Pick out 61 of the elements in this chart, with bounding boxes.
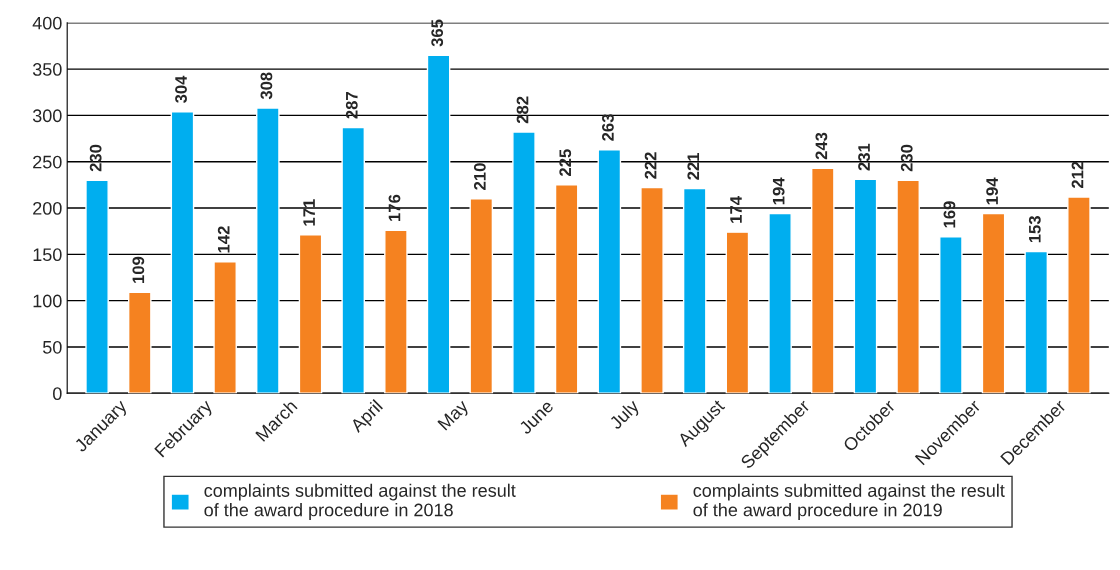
data-label: 194 [772,177,785,205]
data-label: 109 [132,256,145,283]
data-label: 287 [345,92,358,119]
bar [810,167,835,394]
data-label: 221 [687,152,700,180]
y-tick-label: 100 [33,294,62,308]
data-label: 365 [431,19,444,47]
bar [1024,250,1049,394]
bar [127,291,152,394]
bar [1067,196,1091,394]
data-label: 169 [943,201,956,228]
y-tick-label: 0 [53,387,62,401]
legend-label: complaints submitted against the result of the award procedure in 2019 [693,483,1005,520]
y-tick-label: 50 [42,340,62,354]
data-label: 176 [388,194,401,221]
bar [213,261,237,394]
data-label: 225 [559,149,572,176]
bar [512,131,536,394]
data-label: 243 [815,132,828,160]
bar [298,234,323,394]
y-tick-label: 400 [32,16,62,30]
bar [85,179,109,394]
bar [384,229,408,394]
data-label: 153 [1028,216,1041,243]
bar [426,54,451,394]
y-tick-label: 250 [33,155,62,169]
bar [256,107,280,394]
bar [939,236,963,394]
data-label: 174 [730,196,742,223]
bar [469,198,494,394]
data-label: 212 [1071,161,1084,189]
legend-label: complaints submitted against the result of the award procedure in 2018 [204,483,516,520]
bar [640,186,664,394]
bar [597,149,622,394]
data-label: 210 [473,163,486,190]
bar [554,184,579,394]
data-label: 231 [858,143,870,171]
y-tick-label: 300 [32,109,62,123]
bar [341,126,366,394]
x-tick-label: July [608,398,643,433]
y-tick-label: 350 [32,63,62,76]
data-label: 230 [900,144,913,172]
bar [853,178,878,394]
data-label: 282 [516,96,529,124]
data-label: 194 [986,177,999,205]
data-label: 263 [602,114,614,141]
bar [725,231,750,394]
data-label: 142 [217,226,230,253]
y-tick-label: 200 [33,201,62,215]
bar [896,179,920,394]
data-label: 171 [303,199,315,226]
data-label: 304 [175,75,187,103]
data-label: 230 [89,144,102,172]
y-tick-label: 150 [33,248,62,262]
bar [682,187,707,394]
bar [981,212,1006,394]
data-label: 308 [260,72,273,100]
bar [170,111,195,394]
data-label: 222 [644,152,657,179]
bar [768,212,792,394]
x-tick-label: May [437,398,472,434]
